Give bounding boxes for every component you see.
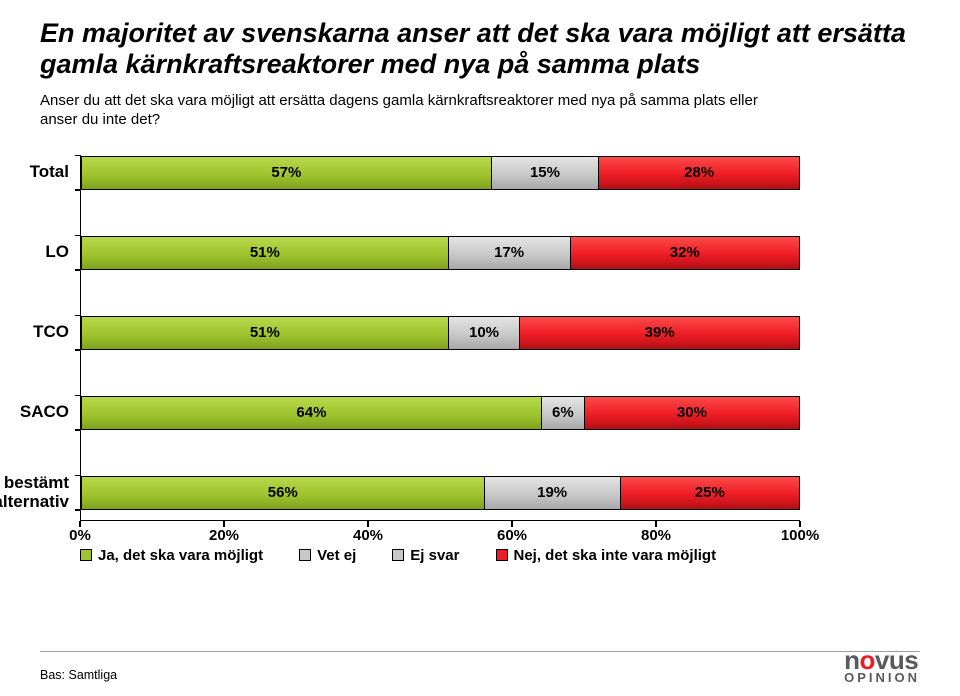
page: En majoritet av svenskarna anser att det… (0, 0, 960, 696)
chart-bar: 51%10%39% (81, 316, 800, 350)
y-tick (75, 315, 81, 316)
y-tick (75, 155, 81, 156)
chart-segment: 64% (82, 397, 541, 429)
chart-segment: 6% (541, 397, 584, 429)
legend-label: Ja, det ska vara möjligt (98, 547, 263, 564)
x-tick-label: 40% (353, 527, 383, 544)
chart-x-axis: 0%20%40%60%80%100% (80, 521, 800, 547)
legend-swatch (392, 549, 404, 561)
chart-bar: 51%17%32% (81, 236, 800, 270)
chart-segment: 51% (82, 317, 448, 349)
x-tick-label: 100% (781, 527, 819, 544)
chart: Total57%15%28% LO51%17%32% TCO51%10%39% SAC… (80, 156, 800, 564)
chart-segment: 28% (598, 157, 799, 189)
y-tick (75, 395, 81, 396)
chart-row: LO51%17%32% (81, 236, 800, 270)
legend-swatch (80, 549, 92, 561)
chart-row-label: SACO (20, 403, 69, 422)
y-tick (75, 509, 81, 510)
chart-segment: 51% (82, 237, 448, 269)
legend-item: Ej svar (392, 547, 459, 564)
logo-sub: OPINION (844, 672, 920, 684)
chart-row: TCO51%10%39% (81, 316, 800, 350)
legend-swatch (496, 549, 508, 561)
y-tick (75, 475, 81, 476)
chart-segment: 30% (584, 397, 799, 429)
y-tick (75, 269, 81, 270)
y-tick (75, 349, 81, 350)
y-tick (75, 189, 81, 190)
chart-segment: 10% (448, 317, 520, 349)
chart-segment: 15% (491, 157, 599, 189)
page-subtitle: Anser du att det ska vara möjligt att er… (40, 92, 760, 130)
chart-segment: 17% (448, 237, 570, 269)
footer-rule (40, 651, 920, 652)
y-tick (75, 235, 81, 236)
legend-item: Vet ej (299, 547, 356, 564)
chart-row-label: Total (30, 163, 69, 182)
chart-row: Total57%15%28% (81, 156, 800, 190)
legend-label: Nej, det ska inte vara möjligt (514, 547, 717, 564)
chart-bar: 56%19%25% (81, 476, 800, 510)
chart-row: SACO64%6%30% (81, 396, 800, 430)
chart-row: EJ bestämt regeringsalternativ56%19%25% (81, 476, 800, 510)
footer-note: Bas: Samtliga (40, 668, 117, 682)
x-tick-label: 0% (69, 527, 91, 544)
legend-item: Ja, det ska vara möjligt (80, 547, 263, 564)
chart-bar: 57%15%28% (81, 156, 800, 190)
legend-item: Nej, det ska inte vara möjligt (496, 547, 717, 564)
x-tick-label: 60% (497, 527, 527, 544)
chart-row-label: LO (45, 243, 69, 262)
x-tick-label: 80% (641, 527, 671, 544)
x-tick-label: 20% (209, 527, 239, 544)
chart-segment: 56% (82, 477, 484, 509)
chart-segment: 32% (570, 237, 799, 269)
chart-row-label: TCO (33, 323, 69, 342)
chart-row-label: EJ bestämt regeringsalternativ (0, 474, 69, 511)
page-title: En majoritet av svenskarna anser att det… (40, 18, 920, 80)
legend-swatch (299, 549, 311, 561)
chart-legend: Ja, det ska vara möjligt Vet ej Ej svar Nej… (80, 547, 800, 564)
brand-logo: novus OPINION (844, 649, 920, 684)
chart-bar: 64%6%30% (81, 396, 800, 430)
chart-segment: 25% (620, 477, 799, 509)
chart-segment: 19% (484, 477, 620, 509)
chart-plot: Total57%15%28% LO51%17%32% TCO51%10%39% SAC… (80, 156, 800, 521)
legend-label: Vet ej (317, 547, 356, 564)
legend-label: Ej svar (410, 547, 459, 564)
chart-segment: 57% (82, 157, 491, 189)
logo-brand: novus (844, 649, 920, 672)
y-tick (75, 429, 81, 430)
chart-segment: 39% (519, 317, 799, 349)
